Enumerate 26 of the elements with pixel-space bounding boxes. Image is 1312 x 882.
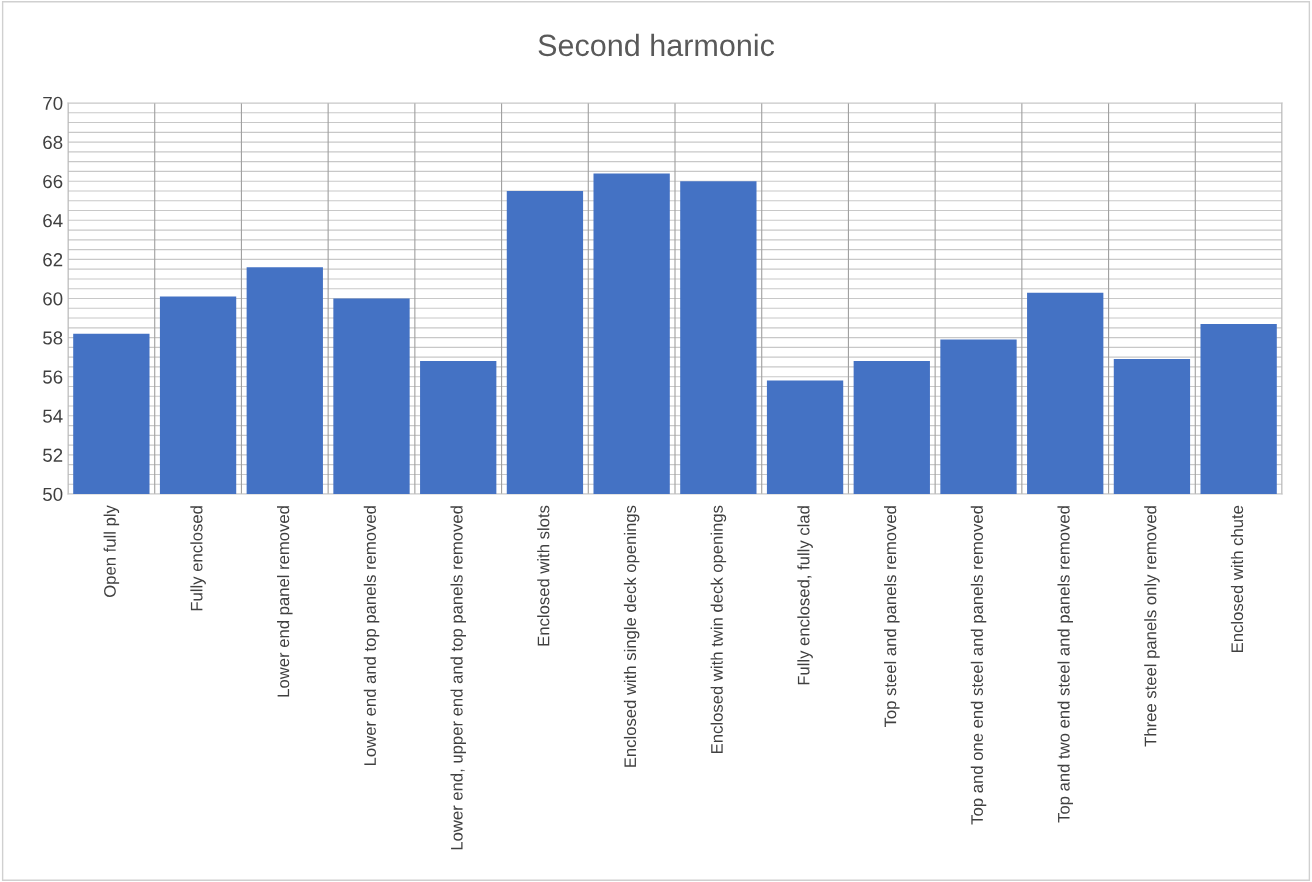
y-tick-label: 56 — [43, 370, 63, 384]
x-tick-label: Lower end and top panels removed — [363, 506, 380, 766]
x-tick-label: Lower end, upper end and top panels removed — [450, 506, 466, 850]
x-tick-label: Top steel and panels removed — [884, 506, 900, 728]
y-tick-label: 68 — [43, 135, 63, 150]
y-tick-label: 54 — [43, 409, 63, 423]
x-tick-label: Enclosed with twin deck openings — [710, 505, 727, 753]
y-tick-label: 50 — [43, 487, 63, 501]
y-tick-label: 66 — [43, 174, 63, 189]
x-tick-label: Lower end panel removed — [277, 506, 293, 697]
chart-title: Second harmonic — [538, 33, 775, 57]
x-tick-label: Fully enclosed — [190, 506, 206, 611]
x-tick-label: Enclosed with slots — [537, 505, 550, 646]
x-tick-label: Top and one end steel and panels removed — [970, 506, 987, 825]
y-tick-label: 62 — [43, 253, 63, 267]
x-tick-label: Enclosed with chute — [1230, 505, 1244, 652]
y-tick-label: 64 — [43, 214, 63, 228]
y-tick-label: 70 — [43, 96, 63, 110]
y-tick-label: 58 — [43, 331, 63, 345]
x-tick-label: Enclosed with single deck openings — [623, 505, 640, 767]
x-tick-label: Top and two end steel and panels removed — [1057, 506, 1073, 823]
y-tick-label: 52 — [43, 448, 63, 462]
x-tick-label: Three steel panels only removed — [1144, 506, 1160, 747]
x-tick-label: Open full ply — [103, 505, 120, 597]
x-tick-label: Fully enclosed, fully clad — [797, 506, 813, 685]
y-tick-label: 60 — [43, 292, 63, 306]
